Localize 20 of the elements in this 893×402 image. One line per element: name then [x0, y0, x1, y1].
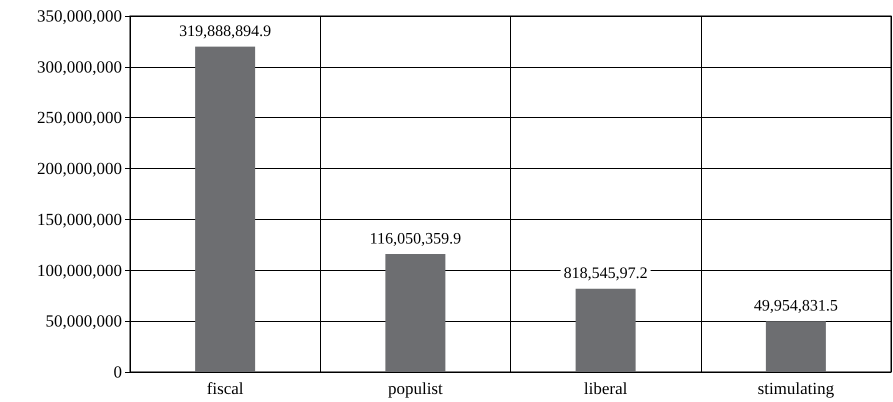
y-tick-label: 150,000,000 — [37, 210, 122, 229]
y-tick-label: 200,000,000 — [37, 159, 122, 178]
data-label: 116,050,359.9 — [370, 230, 462, 248]
x-tick-label: fiscal — [206, 379, 244, 398]
y-tick-label: 50,000,000 — [46, 312, 122, 331]
y-tick-label: 0 — [114, 362, 122, 382]
x-tick-label: stimulating — [758, 379, 835, 398]
data-label: 319,888,894.9 — [179, 23, 272, 40]
data-label: 818,545,97.2 — [564, 265, 648, 282]
y-tick-label: 300,000,000 — [37, 57, 122, 76]
data-label: 49,954,831.5 — [754, 298, 838, 315]
bar — [195, 46, 256, 372]
y-tick-label: 250,000,000 — [37, 108, 122, 128]
y-tick-label: 350,000,000 — [37, 6, 122, 26]
x-tick-label: populist — [388, 379, 444, 398]
bar — [576, 288, 636, 372]
x-tick-label: liberal — [584, 379, 628, 398]
bar — [766, 321, 826, 372]
bar — [385, 254, 446, 372]
y-tick-label: 100,000,000 — [37, 260, 122, 280]
